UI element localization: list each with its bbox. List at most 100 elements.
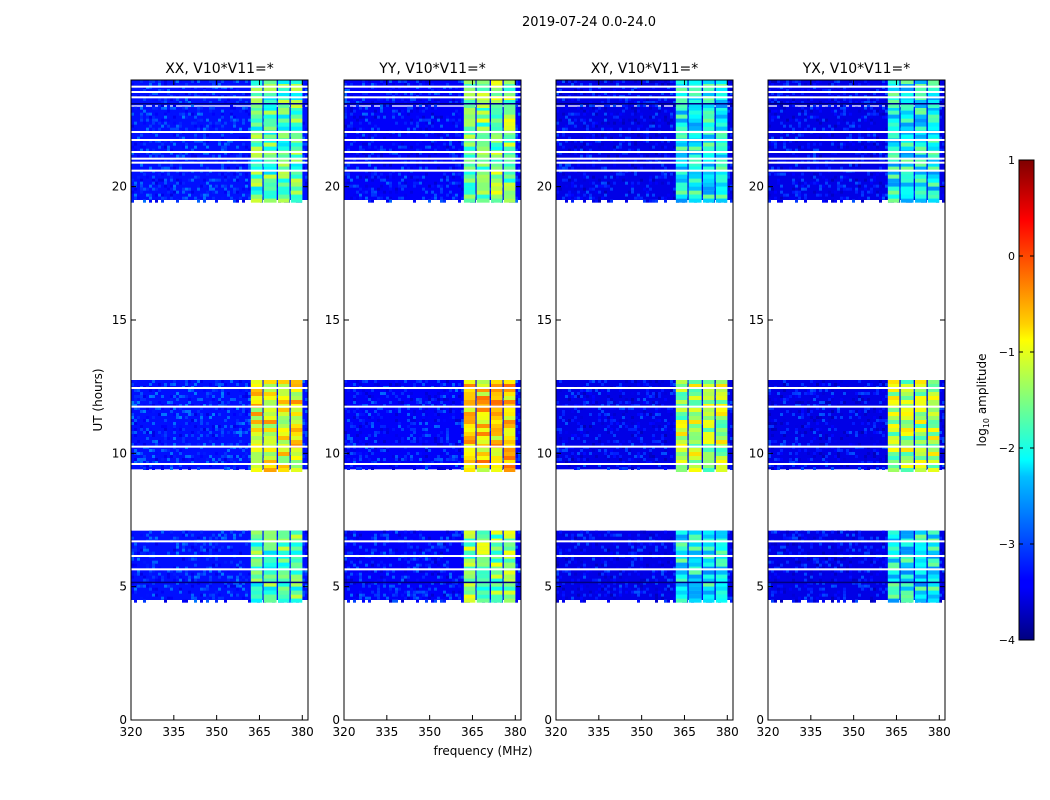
- noise-cell: [461, 455, 464, 458]
- noise-cell: [230, 443, 233, 446]
- noise-cell: [242, 199, 245, 203]
- noise-cell: [206, 190, 209, 194]
- noise-cell: [194, 383, 197, 386]
- noise-cell: [628, 533, 631, 537]
- noise-cell: [152, 410, 155, 413]
- noise-cell: [245, 101, 248, 104]
- rfi-cell: [250, 440, 263, 444]
- noise-cell: [173, 566, 176, 570]
- noise-cell: [347, 437, 350, 440]
- noise-cell: [182, 410, 185, 413]
- noise-cell: [446, 163, 449, 167]
- noise-cell: [398, 401, 401, 404]
- noise-cell: [140, 548, 143, 552]
- noise-cell: [386, 196, 389, 200]
- noise-cell: [233, 536, 236, 540]
- noise-cell: [146, 407, 149, 410]
- noise-cell: [407, 154, 410, 158]
- noise-cell: [134, 599, 137, 603]
- noise-cell: [143, 199, 146, 203]
- noise-cell: [410, 530, 413, 534]
- rfi-cell: [463, 586, 476, 591]
- noise-cell: [140, 425, 143, 428]
- rfi-cell: [491, 460, 503, 464]
- noise-cell: [452, 533, 455, 537]
- noise-cell: [239, 401, 242, 404]
- noise-cell: [416, 142, 419, 146]
- noise-cell: [140, 398, 143, 401]
- noise-cell: [422, 115, 425, 119]
- noise-cell: [404, 80, 407, 83]
- noise-cell: [359, 596, 362, 600]
- noise-cell: [356, 166, 359, 170]
- noise-cell: [455, 533, 458, 537]
- noise-cell: [347, 575, 350, 579]
- noise-cell: [353, 115, 356, 119]
- noise-cell: [428, 184, 431, 188]
- noise-cell: [245, 80, 248, 83]
- noise-cell: [727, 557, 730, 561]
- noise-cell: [452, 193, 455, 197]
- noise-cell: [302, 98, 305, 101]
- noise-cell: [212, 190, 215, 194]
- noise-cell: [224, 187, 227, 191]
- noise-cell: [440, 431, 443, 434]
- noise-cell: [194, 80, 197, 83]
- noise-cell: [215, 389, 218, 392]
- noise-cell: [389, 196, 392, 200]
- noise-cell: [248, 112, 251, 116]
- noise-cell: [428, 101, 431, 104]
- noise-cell: [359, 467, 362, 470]
- noise-cell: [191, 389, 194, 392]
- rfi-cell: [290, 392, 303, 396]
- noise-cell: [568, 569, 571, 573]
- noise-cell: [425, 395, 428, 398]
- noise-cell: [185, 542, 188, 546]
- noise-cell: [365, 175, 368, 179]
- noise-cell: [380, 566, 383, 570]
- noise-cell: [518, 154, 521, 158]
- noise-cell: [386, 401, 389, 404]
- rfi-cell: [476, 392, 490, 396]
- noise-cell: [515, 425, 518, 428]
- noise-cell: [410, 109, 413, 113]
- noise-cell: [194, 175, 197, 179]
- noise-cell: [194, 425, 197, 428]
- noise-cell: [556, 566, 559, 570]
- noise-cell: [428, 98, 431, 101]
- rfi-cell: [476, 146, 490, 151]
- noise-cell: [188, 530, 191, 534]
- noise-cell: [227, 166, 230, 170]
- noise-cell: [176, 124, 179, 128]
- noise-cell: [398, 407, 401, 410]
- noise-cell: [194, 145, 197, 149]
- noise-cell: [440, 187, 443, 191]
- noise-cell: [386, 199, 389, 203]
- noise-cell: [383, 190, 386, 194]
- noise-cell: [407, 413, 410, 416]
- noise-cell: [197, 458, 200, 461]
- rfi-cell: [491, 416, 503, 420]
- noise-cell: [389, 148, 392, 152]
- noise-cell: [413, 428, 416, 431]
- noise-cell: [173, 437, 176, 440]
- rfi-cell: [491, 104, 503, 108]
- rfi-cell: [476, 546, 490, 551]
- noise-cell: [140, 80, 143, 83]
- noise-cell: [215, 536, 218, 540]
- x-tick-label: 365: [461, 725, 484, 739]
- noise-cell: [137, 452, 140, 455]
- noise-cell: [416, 596, 419, 600]
- noise-cell: [395, 599, 398, 603]
- rfi-cell: [250, 380, 263, 384]
- noise-cell: [140, 187, 143, 191]
- rfi-cell: [491, 420, 503, 424]
- flag-line: [131, 151, 308, 153]
- rfi-cell: [278, 440, 290, 444]
- noise-cell: [518, 395, 521, 398]
- noise-cell: [374, 115, 377, 119]
- noise-cell: [248, 548, 251, 552]
- noise-cell: [389, 89, 392, 92]
- noise-cell: [218, 184, 221, 188]
- noise-cell: [371, 175, 374, 179]
